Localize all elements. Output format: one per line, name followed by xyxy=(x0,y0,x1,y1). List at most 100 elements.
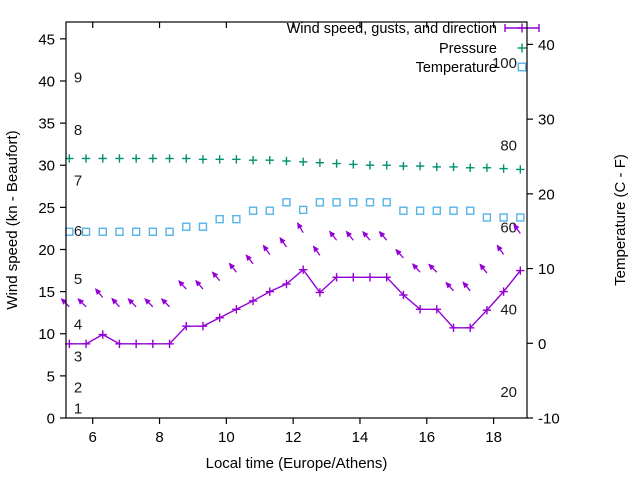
square-marker xyxy=(349,198,358,207)
wind-direction-arrow xyxy=(127,298,135,305)
wind-direction-arrow xyxy=(445,281,452,289)
square-marker xyxy=(131,227,141,236)
beaufort-label: 7 xyxy=(74,172,82,189)
square-marker xyxy=(449,206,458,215)
series-2 xyxy=(65,154,525,174)
wind-direction-arrow xyxy=(211,271,219,279)
wind-direction-arrow xyxy=(496,244,503,252)
wind-direction-arrow xyxy=(345,230,353,238)
square-marker xyxy=(298,205,308,215)
wind-direction-arrow xyxy=(160,298,168,305)
wind-direction-arrow xyxy=(479,263,486,271)
wind-direction-arrow xyxy=(195,279,202,287)
wind-direction-arrow xyxy=(378,230,386,238)
y-tick-label: 20 xyxy=(38,242,55,259)
square-marker xyxy=(115,227,124,236)
beaufort-label: 2 xyxy=(74,380,82,397)
wind-speed-line xyxy=(69,268,521,345)
y-tick-label: 45 xyxy=(38,31,55,48)
fahrenheit-label: 100 xyxy=(492,55,517,72)
wind-direction-arrow xyxy=(395,248,402,256)
y-tick-label: 5 xyxy=(47,368,55,385)
wind-direction-arrow xyxy=(178,280,185,287)
legend-label-3: Temperature xyxy=(416,60,497,76)
square-marker xyxy=(517,62,527,72)
fahrenheit-label: 60 xyxy=(500,219,517,236)
wind-direction-arrow xyxy=(279,236,286,244)
fahrenheit-label: 40 xyxy=(500,302,517,319)
x-tick-label: 10 xyxy=(218,429,235,446)
square-marker xyxy=(81,227,91,236)
square-marker xyxy=(282,198,291,207)
x-tick-label: 16 xyxy=(418,429,435,446)
legend-label-2: Pressure xyxy=(439,41,497,57)
y2-axis-title: Temperature (C - F) xyxy=(612,154,629,286)
inner-scale-labels: 1 2 3 4 5 6 7 8 9 20 40 60 80 100 xyxy=(74,55,517,418)
series-3 xyxy=(65,198,525,236)
wind-direction-arrow xyxy=(144,298,151,305)
square-marker xyxy=(382,198,391,207)
wind-direction-arrow xyxy=(329,230,336,238)
x-tick-label: 18 xyxy=(485,429,502,446)
wind-direction-arrow xyxy=(513,223,520,231)
x-tick-label: 12 xyxy=(285,429,302,446)
y2-tick-label: 10 xyxy=(538,261,555,278)
wind-direction-arrow xyxy=(462,281,469,289)
wind-direction-arrow xyxy=(411,263,419,270)
wind-direction-arrow xyxy=(262,244,269,252)
square-marker xyxy=(432,206,442,215)
series-layer xyxy=(60,154,525,349)
square-marker xyxy=(165,227,174,236)
wind-direction-arrow xyxy=(94,288,102,295)
fahrenheit-label: 80 xyxy=(500,137,517,154)
square-marker xyxy=(516,213,525,222)
square-marker xyxy=(198,222,208,231)
wind-direction-arrow xyxy=(245,254,252,262)
wind-direction-arrow xyxy=(362,230,369,238)
y2-tick-label: 30 xyxy=(538,112,555,129)
wind-direction-arrow xyxy=(428,263,435,271)
x-tick-label: 8 xyxy=(155,429,163,446)
y-tick-label: 0 xyxy=(47,411,55,428)
wind-direction-arrow xyxy=(60,298,68,305)
wind-direction-arrow xyxy=(77,298,85,305)
wind-direction-arrow xyxy=(297,222,303,230)
y-axis-title: Wind speed (kn - Beaufort) xyxy=(4,130,21,309)
beaufort-label: 5 xyxy=(74,271,82,288)
fahrenheit-label: 20 xyxy=(500,384,517,401)
beaufort-label: 9 xyxy=(74,70,82,87)
square-marker xyxy=(232,214,241,224)
y-tick-label: 10 xyxy=(38,326,55,343)
square-marker xyxy=(248,206,258,215)
y2-tick-label: -10 xyxy=(538,411,560,428)
beaufort-label: 8 xyxy=(74,122,82,139)
series-1 xyxy=(60,222,525,349)
square-marker xyxy=(365,198,375,207)
x-axis-title: Local time (Europe/Athens) xyxy=(206,455,388,472)
square-marker xyxy=(315,198,325,207)
wind-direction-arrow xyxy=(228,262,236,270)
y2-tick-label: 40 xyxy=(538,37,555,54)
y2-tick-label: 0 xyxy=(538,336,546,353)
square-marker xyxy=(399,206,408,215)
axis-titles: Wind speed (kn - Beaufort) Temperature (C… xyxy=(4,130,629,472)
square-marker xyxy=(98,227,107,236)
y-tick-label: 15 xyxy=(38,284,55,301)
square-marker xyxy=(482,213,492,222)
square-marker xyxy=(499,213,508,222)
beaufort-label: 1 xyxy=(74,401,82,418)
y2-tick-label: 20 xyxy=(538,186,555,203)
square-marker xyxy=(466,206,475,215)
plot-frame xyxy=(65,21,528,419)
beaufort-label: 4 xyxy=(74,316,82,333)
square-marker xyxy=(148,227,158,236)
legend-label-1: Wind speed, gusts, and direction xyxy=(287,21,497,37)
square-marker xyxy=(215,214,224,224)
wind-direction-arrow xyxy=(111,297,118,305)
x-tick-label: 14 xyxy=(352,429,369,446)
legend: Wind speed, gusts, and direction Pressure… xyxy=(287,21,540,76)
y-tick-label: 30 xyxy=(38,158,55,175)
